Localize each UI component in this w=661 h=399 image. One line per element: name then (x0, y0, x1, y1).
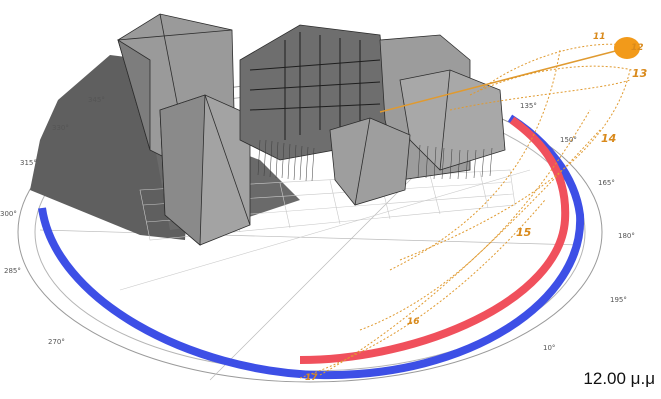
hour-label-12: 12 (631, 43, 644, 53)
compass-label-10: 10° (543, 344, 555, 352)
sun-path-curves (299, 43, 633, 379)
hour-label-11: 11 (593, 32, 606, 42)
compass-label-285: 285° (4, 267, 21, 275)
compass-label-150: 150° (560, 136, 577, 144)
building-cluster (117, 13, 506, 246)
compass-label-165: 165° (598, 179, 615, 187)
compass-label-300: 300° (0, 210, 17, 218)
sun-ray (379, 47, 628, 113)
hour-label-15: 15 (516, 226, 532, 239)
hour-label-16: 16 (407, 317, 420, 327)
time-readout: 12.00 μ.μ (583, 369, 655, 388)
compass-label-180: 180° (618, 232, 635, 240)
compass-label-345: 345° (88, 96, 105, 104)
hour-label-17: 17 (305, 373, 318, 383)
sun-icon (614, 37, 640, 59)
compass-label-315: 315° (20, 159, 37, 167)
compass-label-195: 195° (610, 296, 627, 304)
red-solar-arc (299, 116, 570, 364)
hour-label-13: 13 (632, 67, 648, 80)
compass-label-330: 330° (52, 124, 69, 132)
hour-label-14: 14 (601, 132, 616, 145)
compass-label-135: 135° (520, 102, 537, 110)
compass-labels: 345° 330° 315° 300° 285° 270° 135° 150° … (0, 96, 635, 352)
compass-label-270: 270° (48, 338, 65, 346)
hour-labels: 11 12 13 14 15 16 17 (305, 32, 648, 383)
blue-solar-arc (38, 114, 585, 380)
